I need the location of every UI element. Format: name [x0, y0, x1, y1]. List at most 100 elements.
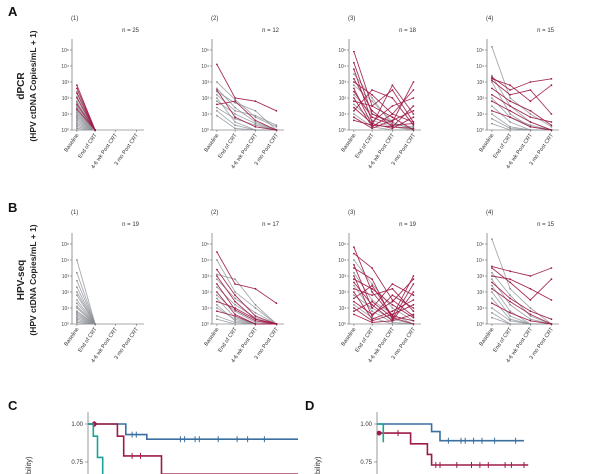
data-point: [76, 101, 78, 104]
series-line: [76, 280, 96, 325]
series-line: [353, 313, 414, 323]
data-point: [216, 114, 218, 117]
data-point: [353, 271, 355, 274]
x-tick-label: Baseline: [64, 327, 81, 348]
x-tick-label: End of CRT: [492, 132, 514, 159]
data-point: [234, 307, 237, 309]
data-point: [216, 318, 218, 321]
data-point: [371, 105, 373, 107]
series-line: [76, 97, 96, 131]
series-line: [353, 84, 414, 127]
y-tick-label: 10⁰: [201, 322, 209, 328]
data-point: [371, 124, 373, 127]
x-tick-label: End of CRT: [217, 132, 239, 159]
data-point: [353, 100, 355, 103]
series-line: [491, 100, 552, 131]
data-point: [529, 323, 532, 325]
data-point: [412, 113, 415, 115]
data-point: [353, 73, 355, 75]
data-point: [216, 251, 218, 253]
data-point: [353, 87, 355, 90]
data-point: [234, 303, 237, 306]
data-point: [76, 313, 78, 316]
data-point: [391, 129, 394, 131]
panel-letter-d: D: [305, 398, 314, 413]
data-point: [491, 291, 493, 293]
series-line: [216, 89, 277, 131]
data-point: [491, 113, 493, 115]
series-line: [353, 107, 414, 129]
data-point: [76, 129, 78, 131]
y-tick-label: 10¹: [202, 306, 210, 312]
x-tick-label: Baseline: [341, 133, 358, 154]
data-point: [216, 275, 218, 277]
data-point: [216, 106, 218, 109]
data-point: [234, 308, 237, 311]
data-point: [491, 281, 493, 284]
series-line: [491, 80, 552, 115]
data-point: [371, 318, 373, 321]
data-point: [529, 121, 532, 123]
data-point: [353, 90, 355, 93]
n-count: n = 25: [122, 28, 140, 34]
data-point: [391, 283, 394, 285]
series-line: [353, 89, 414, 126]
series-line: [353, 113, 414, 131]
data-point: [391, 124, 394, 127]
data-point: [76, 87, 78, 90]
series-line: [491, 110, 552, 131]
data-point: [234, 315, 237, 317]
data-point: [234, 323, 237, 325]
data-point: [412, 121, 415, 123]
series-line: [353, 91, 414, 126]
data-point: [254, 315, 257, 317]
data-point: [353, 93, 355, 96]
data-point: [391, 300, 394, 303]
series-line: [353, 282, 414, 322]
data-point: [234, 321, 237, 324]
y-tick-label: 10⁰: [476, 128, 484, 134]
data-point: [391, 125, 394, 128]
data-point: [234, 124, 237, 127]
series-line: [353, 119, 414, 129]
data-point: [234, 318, 237, 321]
data-point: [254, 316, 257, 319]
data-point: [234, 127, 237, 130]
data-point: [371, 93, 373, 96]
data-point: [76, 90, 78, 93]
km-ylabel: bility): [313, 456, 322, 474]
series-line: [353, 294, 414, 325]
data-point: [509, 278, 511, 281]
data-point: [353, 50, 355, 53]
panel-sublabel: (4): [486, 16, 493, 22]
data-point: [412, 275, 415, 277]
data-point: [234, 98, 237, 101]
data-point: [371, 121, 373, 123]
data-point: [550, 77, 553, 80]
km-curve: [377, 423, 524, 442]
data-point: [254, 307, 257, 309]
n-count: n = 15: [537, 222, 555, 228]
data-point: [371, 319, 373, 322]
data-point: [491, 297, 493, 300]
data-point: [275, 109, 278, 112]
data-point: [371, 97, 373, 99]
row-ylabel: dPCR: [16, 72, 27, 100]
data-point: [353, 109, 355, 112]
data-point: [353, 267, 355, 269]
data-point: [412, 125, 415, 128]
data-point: [353, 275, 355, 277]
series-line: [491, 97, 552, 131]
data-point: [371, 122, 373, 125]
series-line: [491, 76, 552, 91]
data-point: [412, 299, 415, 301]
data-point: [353, 81, 355, 83]
data-point: [550, 318, 553, 321]
data-point: [550, 323, 553, 325]
n-count: n = 17: [262, 222, 280, 228]
data-point: [371, 89, 373, 91]
data-point: [491, 275, 493, 277]
data-point: [353, 307, 355, 309]
data-point: [412, 105, 415, 107]
data-point: [353, 246, 355, 249]
